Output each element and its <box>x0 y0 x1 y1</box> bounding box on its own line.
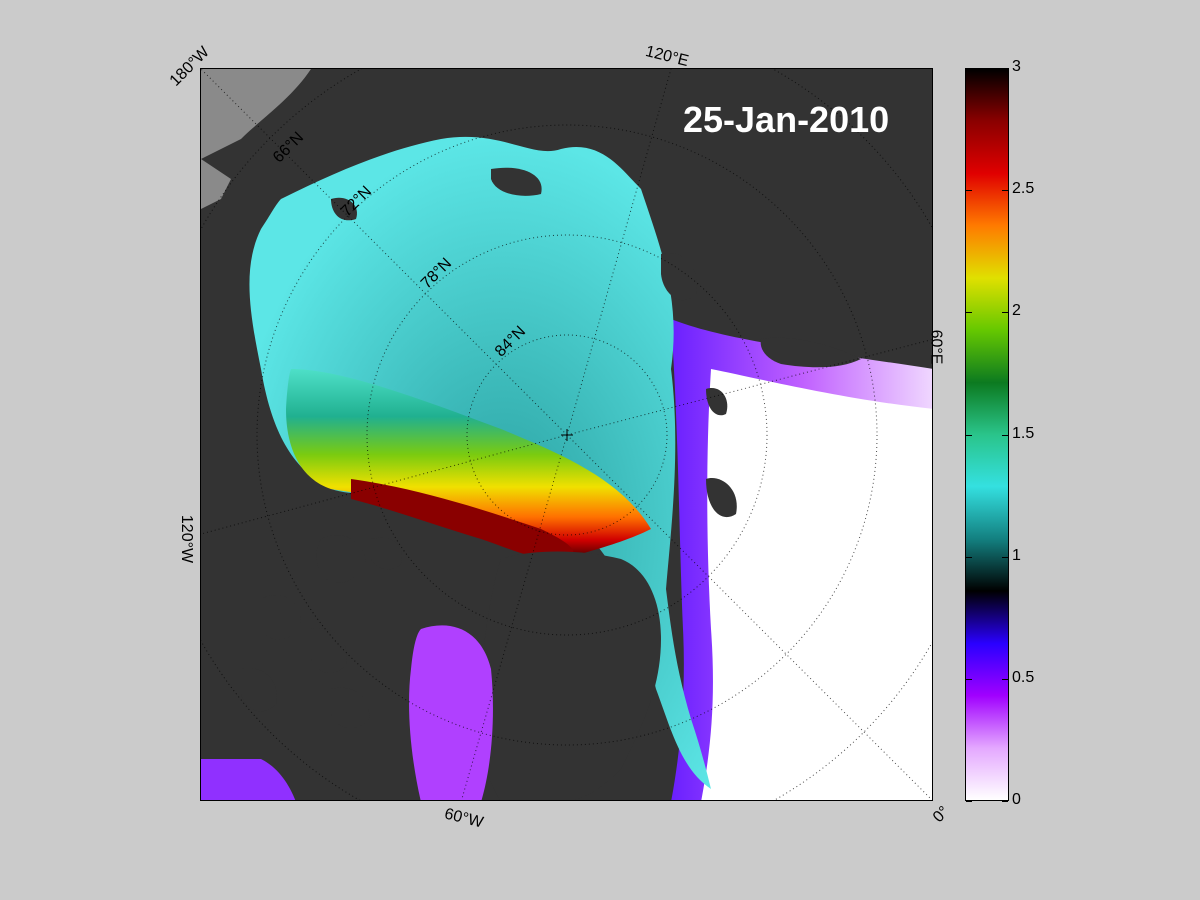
colorbar <box>965 68 1009 801</box>
lon-label-60e: 60°E <box>927 329 945 365</box>
colorbar-tick-mark <box>966 556 972 558</box>
thick-ice-band <box>286 369 651 559</box>
colorbar-tick-mark <box>1002 312 1008 314</box>
colorbar-tick-label: 1.5 <box>1012 424 1035 442</box>
colorbar-tick-label: 1 <box>1012 546 1021 564</box>
hudson-purple <box>201 759 296 800</box>
open-ocean <box>681 349 932 800</box>
taymyr-island <box>661 253 697 301</box>
colorbar-tick-mark <box>966 190 972 192</box>
archipelago-island-6 <box>331 687 370 729</box>
colorbar-tick-mark <box>1002 68 1008 69</box>
thickest-ice-core <box>351 479 574 560</box>
colorbar-tick-mark <box>966 801 972 802</box>
colorbar-tick-mark <box>1002 801 1008 802</box>
colorbar-tick-label: 2.5 <box>1012 180 1035 198</box>
siberian-island-1 <box>491 167 542 196</box>
lon-label-0: 0° <box>929 803 953 827</box>
archipelago-island-5 <box>241 668 277 712</box>
colorbar-tick-label: 0 <box>1012 791 1021 808</box>
siberian-island-2 <box>331 197 357 221</box>
lon-label-120w: 120°W <box>178 514 196 564</box>
colorbar-tick-mark <box>966 678 972 680</box>
sea-ice-map: 25-Jan-2010 66°N 72°N 78°N 84°N <box>200 68 933 801</box>
colorbar-tick-mark <box>966 434 972 436</box>
colorbar-tick-mark <box>1002 434 1008 436</box>
colorbar-tick-mark <box>966 68 972 69</box>
colorbar-tick-mark <box>966 312 972 314</box>
novaya-zemlya <box>706 478 737 518</box>
colorbar-tick-label: 2 <box>1012 302 1021 320</box>
svalbard <box>760 337 861 368</box>
colorbar-tick-label: 0.5 <box>1012 668 1035 686</box>
archipelago-island-3 <box>261 595 301 640</box>
colorbar-tick-mark <box>1002 556 1008 558</box>
lon-label-120e: 120°E <box>643 42 691 71</box>
map-svg <box>201 69 932 800</box>
gray-ocean-west <box>201 159 231 209</box>
date-label: 25-Jan-2010 <box>683 99 890 140</box>
north-pole-marker <box>561 429 573 441</box>
lon-label-60w: 60°W <box>442 805 485 832</box>
graticule <box>201 69 932 800</box>
baffin-bay-ice <box>409 625 493 800</box>
colorbar-tick-mark <box>1002 678 1008 680</box>
gray-ocean-northwest <box>201 69 311 159</box>
colorbar-tick-label: 3 <box>1012 58 1021 75</box>
archipelago-island-4 <box>311 628 347 674</box>
archipelago-island-2 <box>371 537 402 570</box>
colorbar-tick-mark <box>1002 190 1008 192</box>
archipelago-island-1 <box>316 535 366 583</box>
greenland <box>477 551 661 800</box>
